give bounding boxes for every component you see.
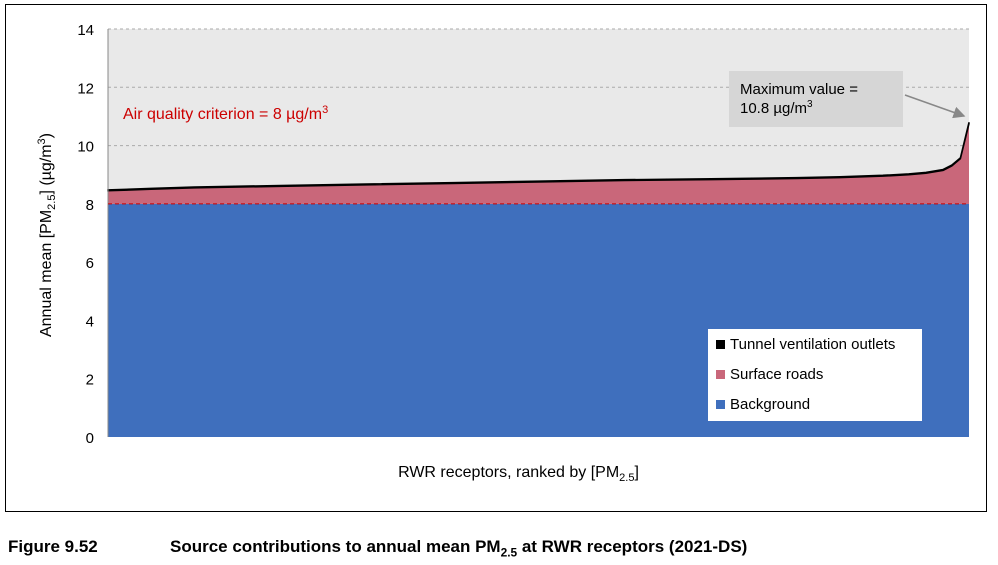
y-tick-label: 2 — [86, 372, 94, 389]
criterion-label: Air quality criterion = 8 µg/m3 — [123, 104, 328, 123]
y-tick-label: 0 — [86, 430, 94, 447]
legend-label: Background — [730, 396, 810, 413]
y-tick-label: 4 — [86, 313, 94, 330]
legend-box — [708, 329, 922, 421]
chart-frame: 0 2 4 6 8 10 12 14 Air quality criterion = 8 µg/… — [5, 4, 987, 512]
x-axis-label: RWR receptors, ranked by [PM2.5] — [398, 464, 639, 484]
legend-label: Surface roads — [730, 366, 823, 383]
chart-svg: 0 2 4 6 8 10 12 14 Air quality criterion = 8 µg/… — [36, 22, 970, 484]
area-surface-roads — [108, 123, 969, 204]
figure-title: Source contributions to annual mean PM2.… — [170, 537, 748, 560]
annotation-line1: Maximum value = — [740, 81, 858, 98]
annotation-box — [729, 71, 903, 127]
y-tick-label: 8 — [86, 197, 94, 214]
legend-label: Tunnel ventilation outlets — [730, 336, 895, 353]
y-axis-label: Annual mean [PM2.5] (µg/m3) — [36, 133, 58, 337]
y-tick-label: 6 — [86, 255, 94, 272]
annotation-line2: 10.8 µg/m3 — [740, 99, 813, 117]
legend-swatch — [716, 370, 725, 379]
y-tick-label: 14 — [77, 22, 94, 39]
y-tick-label: 12 — [77, 80, 94, 97]
y-tick-label: 10 — [77, 139, 94, 156]
legend-swatch — [716, 340, 725, 349]
area-tunnel-ventilation — [107, 122, 970, 192]
annotation-arrow — [904, 94, 966, 119]
legend-swatch — [716, 400, 725, 409]
figure-caption: Figure 9.52 Source contributions to annua… — [8, 537, 747, 559]
figure-number: Figure 9.52 — [8, 537, 98, 556]
